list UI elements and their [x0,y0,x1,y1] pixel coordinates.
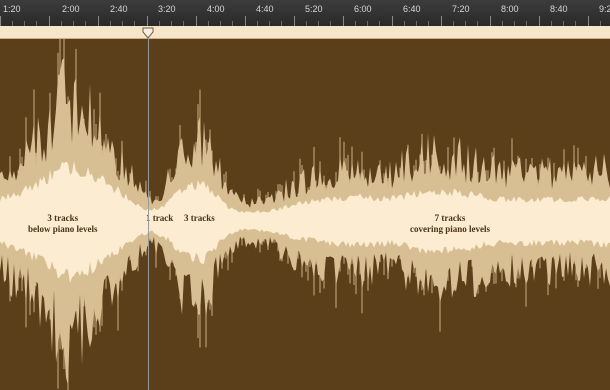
ruler-minor-tick [465,21,466,26]
ruler-minor-tick [575,21,576,26]
ruler-minor-tick [159,21,160,26]
annotation-3-tracks: 3 tracks [184,213,215,224]
annotation-line: covering piano levels [410,224,490,234]
tick-label: 3:20 [158,4,176,14]
ruler-major-tick [98,16,99,26]
ruler-major-tick [490,16,491,26]
tick-label: 2:40 [110,4,128,14]
ruler-minor-tick [453,21,454,26]
ruler-minor-tick [477,21,478,26]
waveform-body [0,161,610,284]
waveform-display [0,39,610,390]
ruler-major-tick [294,16,295,26]
annotation-line: 7 tracks [434,213,466,223]
ruler-minor-tick [73,21,74,26]
ruler-major-tick [0,16,1,26]
ruler-major-tick [49,16,50,26]
ruler-minor-tick [232,21,233,26]
ruler-minor-tick [220,21,221,26]
locator-bar[interactable] [0,26,610,39]
tick-label: 4:40 [256,4,274,14]
ruler-major-tick [588,16,589,26]
tick-label: 6:40 [403,4,421,14]
ruler-minor-tick [600,21,601,26]
ruler-minor-tick [526,21,527,26]
ruler-minor-tick [269,21,270,26]
ruler-minor-tick [24,21,25,26]
ruler-minor-tick [183,21,184,26]
ruler-minor-tick [379,21,380,26]
annotation-line: 1 track [146,213,174,223]
annotation-line: 3 tracks [47,213,79,223]
ruler-minor-tick [355,21,356,26]
ruler-minor-tick [551,21,552,26]
ruler-minor-tick [318,21,319,26]
ruler-minor-tick [563,21,564,26]
annotation-1-track: 1 track [146,213,173,224]
tick-label: 4:00 [207,4,225,14]
annotation-7-tracks-covering: 7 tracks covering piano levels [410,213,490,235]
playhead-marker-icon[interactable] [142,26,154,39]
ruler-minor-tick [85,21,86,26]
tick-label: 5:20 [305,4,323,14]
tick-label: 2:00 [62,4,80,14]
ruler-major-tick [147,16,148,26]
ruler-minor-tick [12,21,13,26]
tick-label: 8:40 [550,4,568,14]
timeline-ruler[interactable]: 1:20 2:00 2:40 3:20 4:00 4:40 5:20 6:00 … [0,0,610,27]
ruler-minor-tick [208,21,209,26]
tick-label: 9:2 [599,4,610,14]
ruler-minor-tick [367,21,368,26]
annotation-3-tracks-below: 3 tracks below piano levels [28,213,98,235]
ruler-minor-tick [404,21,405,26]
tick-label: 6:00 [354,4,372,14]
tick-label: 7:20 [452,4,470,14]
tick-label: 1:20 [3,4,21,14]
ruler-minor-tick [257,21,258,26]
ruler-major-tick [539,16,540,26]
ruler-minor-tick [306,21,307,26]
annotation-line: 3 tracks [184,213,215,223]
ruler-minor-tick [514,21,515,26]
annotation-line: below piano levels [28,224,98,234]
ruler-minor-tick [281,21,282,26]
ruler-minor-tick [110,21,111,26]
ruler-minor-tick [428,21,429,26]
ruler-major-tick [196,16,197,26]
ruler-major-tick [245,16,246,26]
ruler-major-tick [441,16,442,26]
ruler-minor-tick [122,21,123,26]
ruler-minor-tick [36,21,37,26]
tick-label: 8:00 [501,4,519,14]
ruler-minor-tick [502,21,503,26]
ruler-minor-tick [134,21,135,26]
ruler-major-tick [343,16,344,26]
waveform-track[interactable]: 3 tracks below piano levels 1 track 3 tr… [0,39,610,390]
ruler-minor-tick [171,21,172,26]
ruler-major-tick [392,16,393,26]
ruler-minor-tick [416,21,417,26]
ruler-minor-tick [330,21,331,26]
ruler-minor-tick [61,21,62,26]
